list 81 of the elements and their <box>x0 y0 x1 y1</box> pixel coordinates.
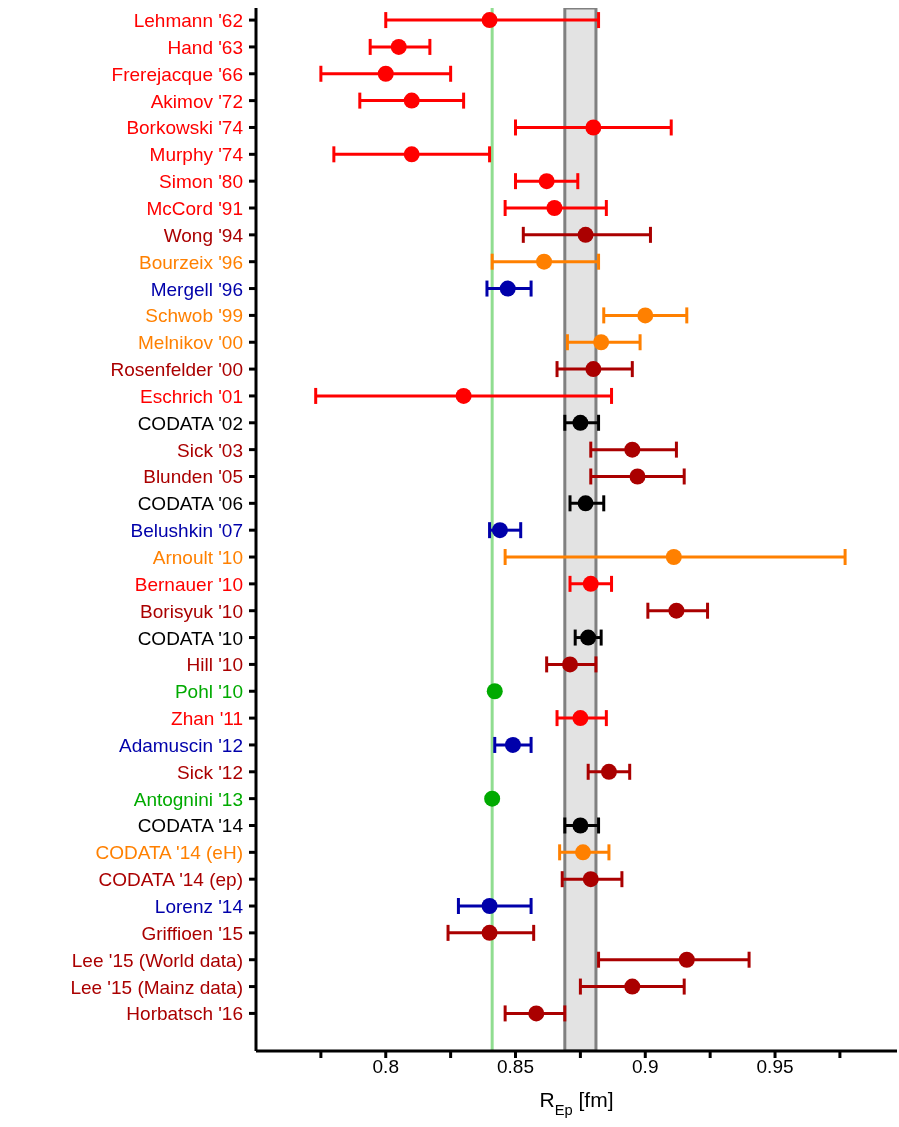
y-tick-label: Blunden '05 <box>143 466 243 488</box>
y-tick-label: CODATA '02 <box>137 412 243 434</box>
point <box>377 65 394 82</box>
point <box>624 441 641 458</box>
point <box>481 898 498 915</box>
point <box>546 200 563 217</box>
y-tick-label: Rosenfelder '00 <box>110 359 243 381</box>
y-tick-label: Zhan '11 <box>171 708 243 730</box>
point <box>580 629 597 646</box>
y-tick-label: Simon '80 <box>159 171 243 193</box>
y-tick-label: Frerejacque '66 <box>111 63 243 85</box>
y-tick-label: Hill '10 <box>186 654 243 676</box>
y-tick-label: Akimov '72 <box>150 90 243 112</box>
point <box>538 173 555 190</box>
y-tick-label: Pohl '10 <box>174 681 243 703</box>
point <box>637 307 654 324</box>
y-tick-label: Lehmann '62 <box>133 10 243 32</box>
y-tick-label: Bourzeix '96 <box>139 251 243 273</box>
x-tick-label: 0.85 <box>497 1056 535 1078</box>
x-tick-label: 0.95 <box>756 1056 794 1078</box>
point <box>572 414 589 431</box>
y-tick-label: Belushkin '07 <box>130 520 243 542</box>
y-tick-label: Hand '63 <box>167 36 243 58</box>
y-tick-label: Horbatsch '16 <box>126 1003 243 1025</box>
point <box>582 575 599 592</box>
y-tick-label: Antognini '13 <box>133 788 243 810</box>
y-tick-label: Eschrich '01 <box>140 385 243 407</box>
y-tick-label: Bernauer '10 <box>134 573 243 595</box>
point <box>624 978 641 995</box>
point <box>528 1005 545 1022</box>
point <box>582 871 599 888</box>
y-tick-label: CODATA '14 <box>137 815 244 837</box>
point <box>585 119 602 136</box>
point <box>481 12 498 29</box>
x-tick-label: 0.8 <box>372 1056 399 1078</box>
point <box>577 226 594 243</box>
point <box>678 951 695 968</box>
point <box>484 790 501 807</box>
y-tick-label: Mergell '96 <box>150 278 243 300</box>
point <box>403 146 420 163</box>
point <box>668 602 685 619</box>
point <box>665 549 682 566</box>
point <box>577 495 594 512</box>
x-tick-label: 0.9 <box>632 1056 659 1078</box>
y-tick-label: Griffioen '15 <box>141 922 243 944</box>
point <box>629 468 646 485</box>
y-tick-label: Borkowski '74 <box>126 117 244 139</box>
point <box>390 38 407 55</box>
y-tick-label: Lorenz '14 <box>154 896 244 918</box>
point <box>593 334 610 351</box>
y-tick-label: Lee '15 (Mainz data) <box>70 976 243 998</box>
y-tick-label: CODATA '14 (ep) <box>98 869 243 891</box>
y-tick-label: Lee '15 (World data) <box>71 949 243 971</box>
y-tick-label: Arnoult '10 <box>152 547 243 569</box>
point <box>486 683 503 700</box>
y-tick-label: Murphy '74 <box>149 144 244 166</box>
point <box>481 924 498 941</box>
point <box>572 710 589 727</box>
point <box>504 736 521 753</box>
point <box>536 253 553 270</box>
point <box>572 817 589 834</box>
point <box>491 522 508 539</box>
point <box>574 844 591 861</box>
point <box>562 656 579 673</box>
y-tick-label: Sick '03 <box>177 439 243 461</box>
point <box>585 361 602 378</box>
y-tick-label: Melnikov '00 <box>137 332 243 354</box>
x-axis-title: R$_{Ep}$ [fm] <box>539 1088 614 1118</box>
y-tick-label: Schwob '99 <box>145 305 243 327</box>
y-tick-label: CODATA '14 (eH) <box>95 842 243 864</box>
point <box>499 280 516 297</box>
y-tick-label: Sick '12 <box>177 761 243 783</box>
y-tick-label: Wong '94 <box>163 224 244 246</box>
y-tick-label: Borisyuk '10 <box>140 600 243 622</box>
y-tick-label: Adamuscin '12 <box>118 734 243 756</box>
y-tick-label: McCord '91 <box>146 198 243 220</box>
y-tick-label: CODATA '10 <box>137 627 243 649</box>
y-tick-label: CODATA '06 <box>137 493 243 515</box>
point <box>600 763 617 780</box>
point <box>455 387 472 404</box>
point <box>403 92 420 109</box>
